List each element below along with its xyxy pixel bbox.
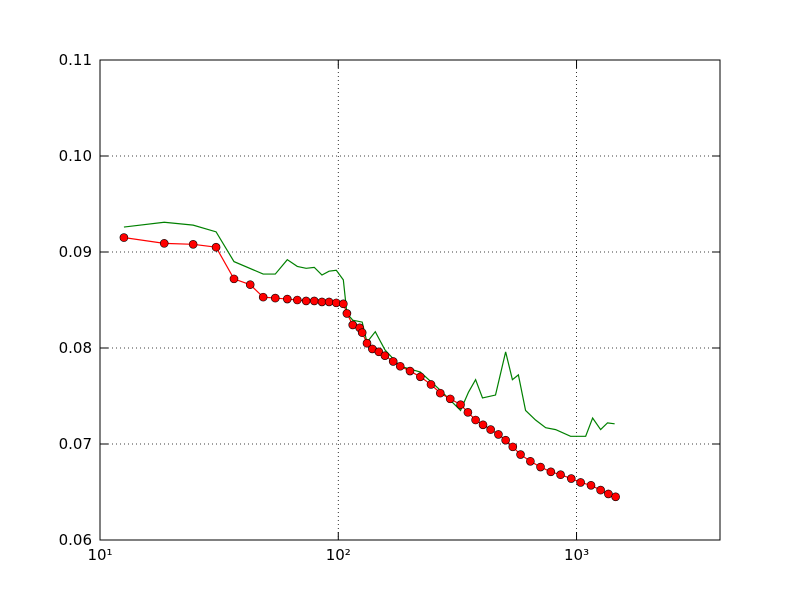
data-point [596, 485, 605, 495]
data-point [478, 420, 488, 430]
data-point [188, 240, 198, 249]
data-point [486, 425, 495, 434]
data-point [380, 351, 390, 360]
y-tick-label: 0.10 [59, 147, 92, 165]
y-tick-label: 0.06 [59, 531, 92, 549]
data-point [388, 357, 398, 366]
data-point [317, 297, 327, 307]
data-point [586, 480, 596, 490]
data-point [501, 435, 510, 445]
data-point [426, 380, 436, 389]
y-tick-label: 0.07 [59, 435, 92, 453]
data-point [324, 297, 334, 307]
data-point [536, 462, 545, 472]
data-point [374, 347, 384, 357]
y-tick-label: 0.08 [59, 339, 92, 357]
data-point [395, 361, 405, 371]
data-point [119, 233, 129, 242]
data-point [405, 366, 415, 376]
data-point [508, 442, 518, 452]
data-point [494, 430, 503, 439]
data-point [471, 415, 480, 425]
data-point [546, 467, 556, 477]
data-point [456, 400, 465, 409]
data-point [526, 456, 535, 466]
data-point [357, 328, 367, 337]
data-point [516, 450, 525, 459]
data-point [229, 274, 239, 284]
data-point [445, 394, 455, 404]
data-point [342, 309, 352, 318]
data-point [339, 299, 348, 309]
data-point [258, 292, 268, 302]
data-point [362, 338, 372, 348]
x-tick-label: 10¹ [87, 546, 112, 564]
data-point [270, 293, 280, 303]
y-tick-label: 0.09 [59, 243, 92, 261]
data-point [309, 296, 319, 306]
data-point [282, 294, 292, 304]
data-point [245, 280, 255, 289]
data-point [292, 295, 302, 305]
data-point [576, 478, 585, 487]
data-point [463, 408, 473, 417]
x-tick-label: 10² [326, 546, 351, 564]
y-tick-label: 0.11 [59, 51, 92, 69]
data-point [435, 388, 445, 398]
data-point [556, 470, 565, 480]
x-tick-label: 10³ [564, 546, 589, 564]
data-point [566, 474, 576, 483]
data-point [331, 298, 341, 308]
plot-frame [99, 59, 721, 541]
data-point [301, 296, 311, 306]
data-point [604, 489, 613, 499]
data-point [211, 242, 221, 252]
data-point [611, 492, 620, 502]
data-point [159, 239, 169, 248]
data-point [416, 372, 425, 382]
